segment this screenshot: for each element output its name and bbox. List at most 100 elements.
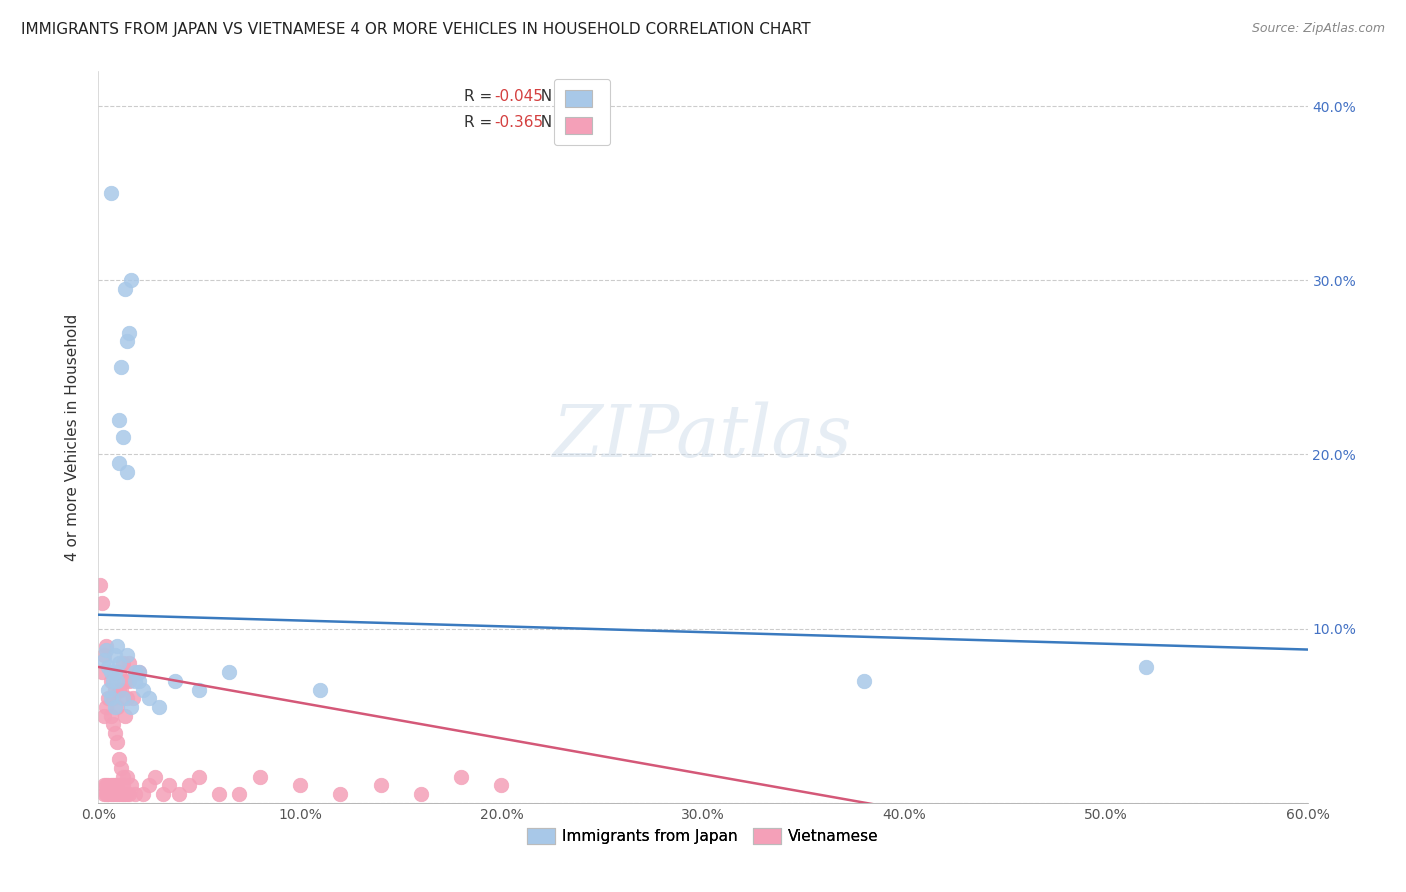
Point [101,673,124,688]
Text: N =: N = [531,89,575,104]
Point [124,673,146,688]
Point [100,691,122,706]
Point [124,665,146,680]
Point [120,273,142,287]
Point [138,691,160,706]
Point [491,778,513,792]
Point [103,700,125,714]
Point [107,657,129,671]
Point [96,787,118,801]
Point [121,691,143,706]
Point [100,186,122,201]
Point [114,282,136,296]
Point [103,682,125,697]
Point [118,673,141,688]
Point [228,787,250,801]
Point [208,787,231,801]
Point [100,708,122,723]
Point [143,770,166,784]
Point [110,360,132,375]
Point [179,778,201,792]
Point [96,700,118,714]
Point [128,665,150,680]
Point [105,735,128,749]
Point [91,595,114,609]
Point [128,673,150,688]
Point [107,665,129,680]
Point [103,726,125,740]
Point [107,682,129,697]
Point [115,787,138,801]
Point [1135,660,1157,674]
Point [138,778,160,792]
Point [105,787,128,801]
Point [218,665,240,680]
Point [100,778,122,792]
Text: 39: 39 [568,89,588,104]
Point [107,787,129,801]
Point [96,642,118,657]
Text: R =: R = [464,89,496,104]
Point [118,657,141,671]
Point [853,673,876,688]
Point [148,700,170,714]
Point [97,787,120,801]
Point [409,787,432,801]
Text: IMMIGRANTS FROM JAPAN VS VIETNAMESE 4 OR MORE VEHICLES IN HOUSEHOLD CORRELATION : IMMIGRANTS FROM JAPAN VS VIETNAMESE 4 OR… [21,22,811,37]
Point [115,334,138,349]
Point [115,770,138,784]
Point [103,778,125,792]
Text: R =: R = [464,115,496,130]
Point [114,787,136,801]
Point [249,770,271,784]
Point [107,412,129,426]
Point [107,752,129,766]
Point [288,778,311,792]
Point [97,660,120,674]
Point [120,700,142,714]
Point [188,770,211,784]
Point [105,700,128,714]
Point [100,787,122,801]
Point [93,648,115,662]
Point [157,778,180,792]
Point [115,465,138,479]
Point [91,665,114,680]
Point [111,787,134,801]
Point [128,665,150,680]
Text: 72: 72 [568,115,586,130]
Point [124,787,146,801]
Point [100,673,122,688]
Point [89,578,111,592]
Point [110,761,132,775]
Point [132,787,155,801]
Point [93,708,115,723]
Point [111,657,134,671]
Point [96,778,118,792]
Point [163,673,186,688]
Text: N =: N = [531,115,575,130]
Point [152,787,174,801]
Point [309,682,332,697]
Point [111,430,134,444]
Point [97,778,120,792]
Point [97,682,120,697]
Legend: Immigrants from Japan, Vietnamese: Immigrants from Japan, Vietnamese [522,822,884,850]
Point [114,673,136,688]
Point [103,665,125,680]
Point [167,787,190,801]
Point [107,456,129,470]
Point [450,770,472,784]
Point [101,787,124,801]
Point [111,778,134,792]
Point [111,770,134,784]
Point [115,691,138,706]
Point [120,778,142,792]
Point [93,653,115,667]
Y-axis label: 4 or more Vehicles in Household: 4 or more Vehicles in Household [65,313,80,561]
Text: ZIPatlas: ZIPatlas [553,401,853,473]
Point [105,673,128,688]
Point [101,717,124,731]
Text: -0.045: -0.045 [494,89,543,104]
Point [110,787,132,801]
